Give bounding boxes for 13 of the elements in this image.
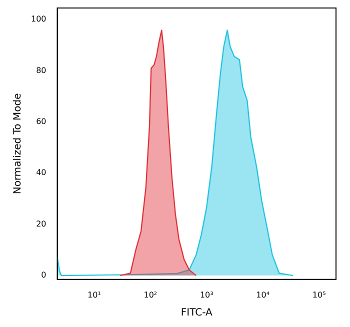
y-axis-title: Normalized To Mode: [12, 93, 24, 194]
x-tick-label: 10²: [144, 290, 158, 300]
x-tick-label: 10⁴: [256, 290, 270, 300]
y-tick-label: 20: [36, 219, 46, 228]
x-tick-label: 10³: [200, 290, 214, 300]
y-tick-label: 0: [41, 270, 46, 280]
x-tick-label: 10¹: [88, 290, 101, 300]
y-tick-label: 60: [36, 117, 46, 126]
x-axis-title: FITC-A: [180, 308, 213, 319]
y-tick-label: 80: [36, 66, 46, 75]
y-tick-label: 100: [30, 14, 46, 24]
y-tick-label: 40: [36, 168, 46, 178]
x-tick-label: 10⁵: [312, 290, 326, 300]
